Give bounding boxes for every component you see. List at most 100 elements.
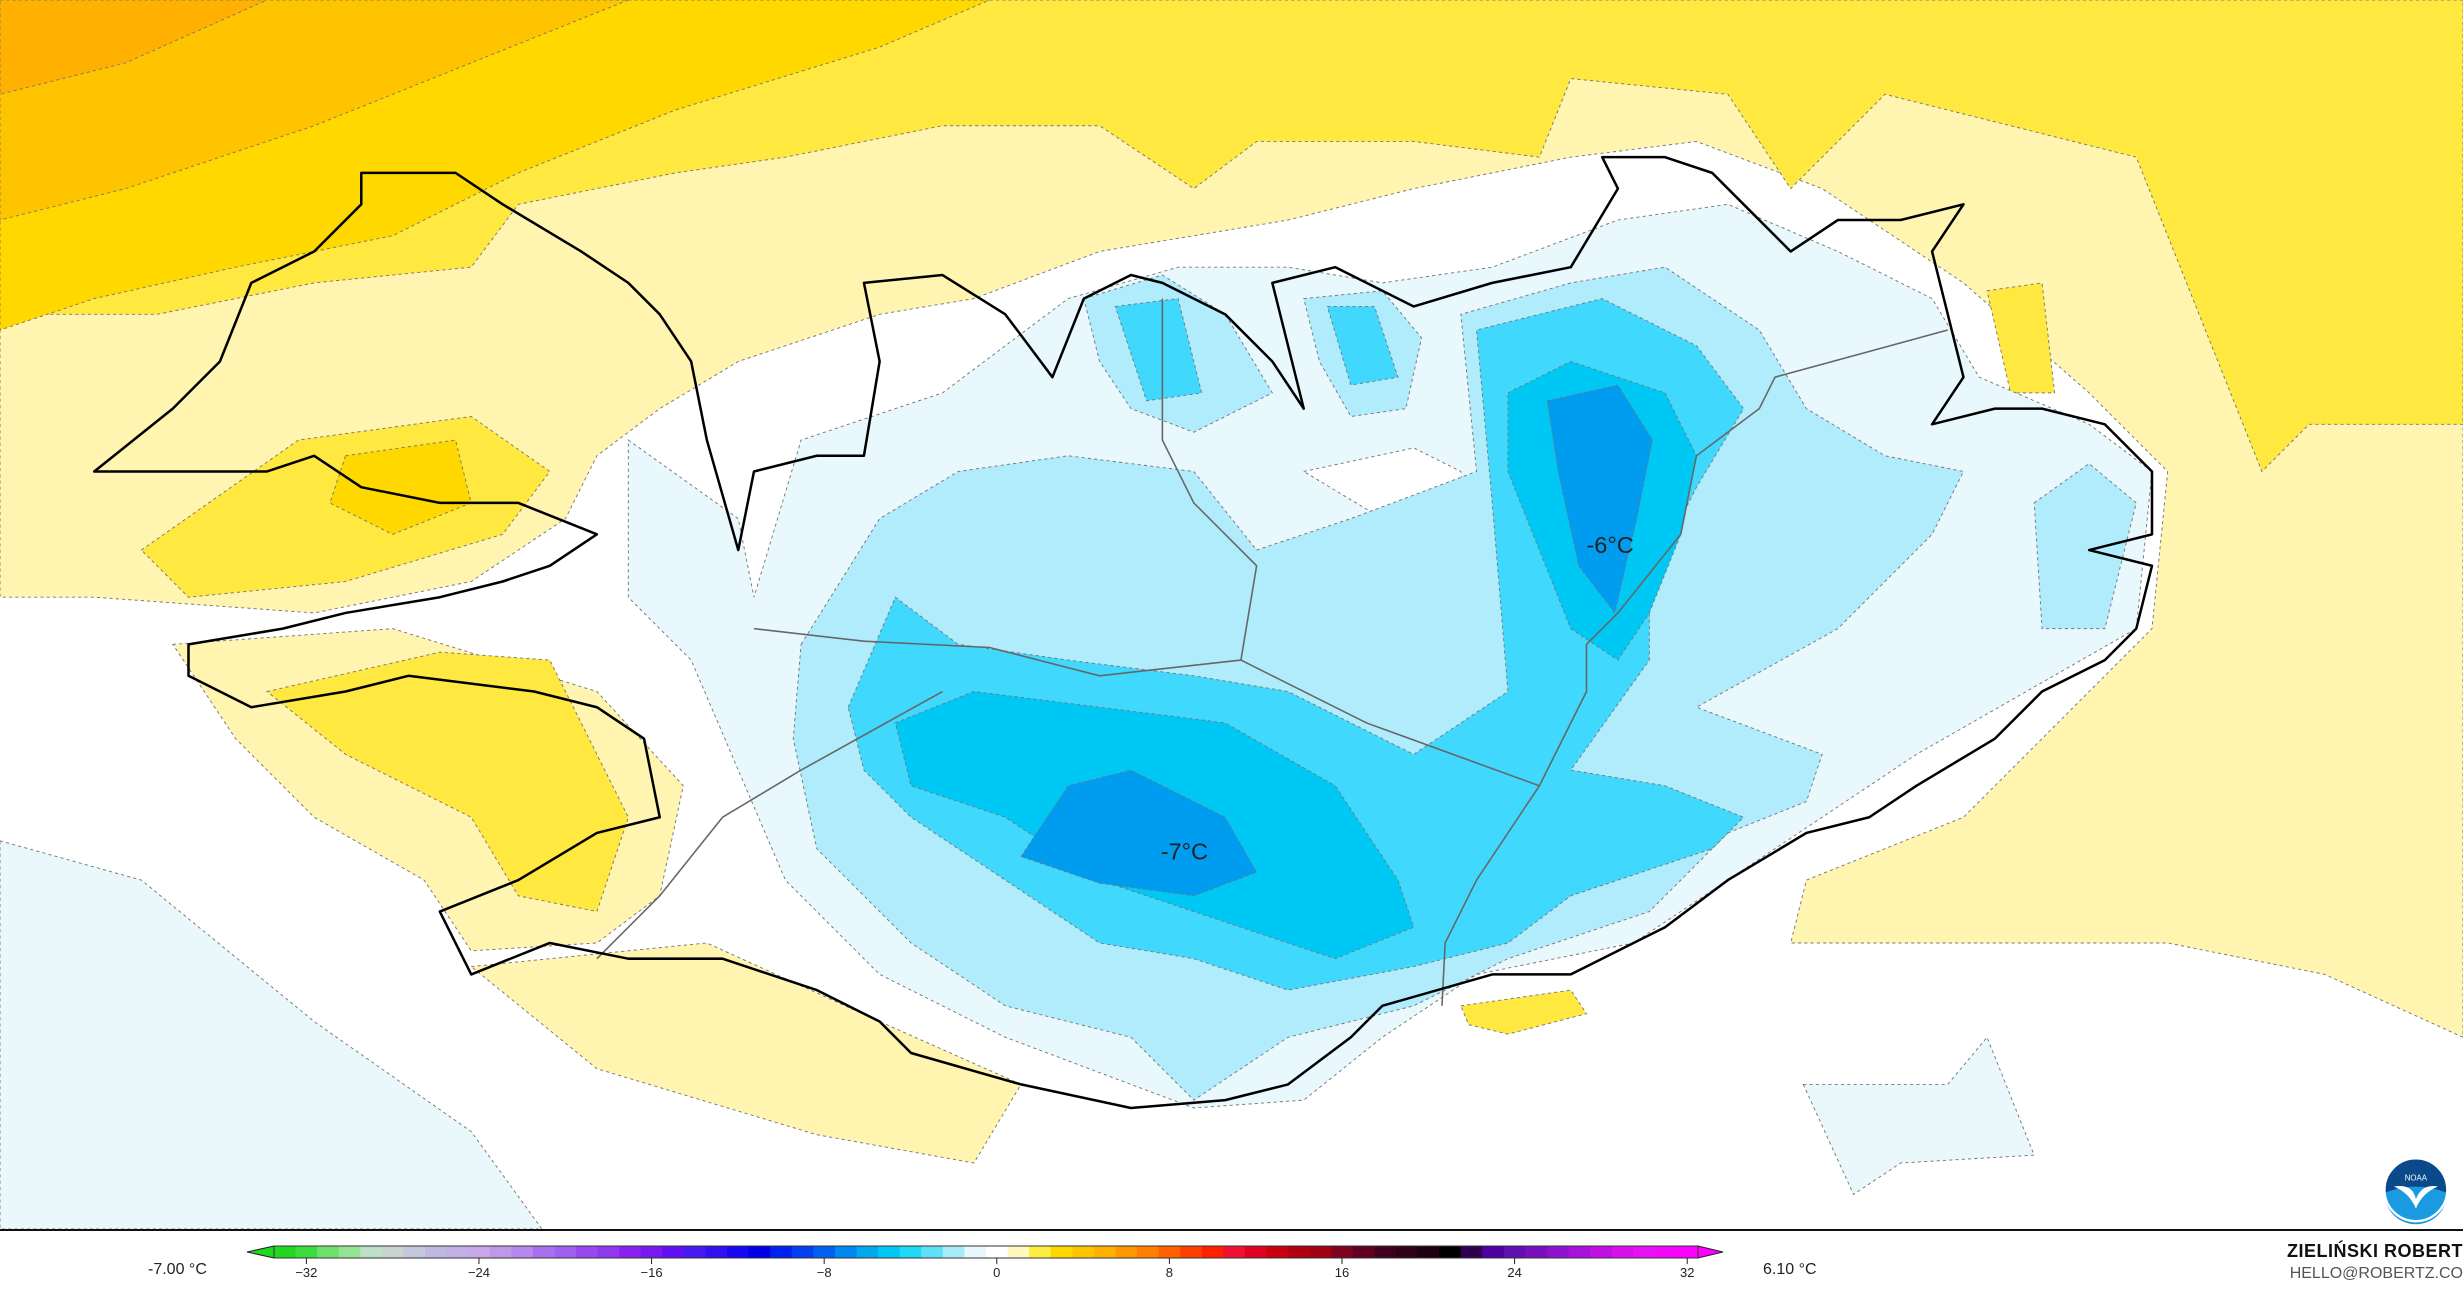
colorbar-segment (317, 1246, 340, 1258)
colorbar-tick-label: −16 (641, 1265, 663, 1280)
colorbar-extend-max (1697, 1245, 1724, 1259)
colorbar-segment (597, 1246, 620, 1258)
colorbar-segment (446, 1246, 469, 1258)
colorbar-segment (770, 1246, 793, 1258)
colorbar-segment (1201, 1246, 1224, 1258)
colorbar-segment (683, 1246, 707, 1258)
colorbar: −32 −24 −16 −8 0 8 16 24 32 (246, 1245, 1724, 1280)
contour-blue-ne (1546, 384, 1653, 615)
colorbar-segment (1590, 1246, 1613, 1258)
colorbar-segment (813, 1246, 836, 1258)
contour-orange (0, 0, 629, 221)
colorbar-segment (1395, 1246, 1419, 1258)
colorbar-segment (619, 1246, 642, 1258)
svg-text:NOAA: NOAA (2405, 1173, 2428, 1182)
colorbar-segment (1180, 1246, 1203, 1258)
author-email: HELLO@ROBERTZ.CO (2289, 1265, 2463, 1282)
colorbar-segment (1137, 1246, 1160, 1258)
colorbar-segment (878, 1246, 901, 1258)
colorbar-segment (986, 1246, 1009, 1258)
colorbar-segment (403, 1246, 426, 1258)
colorbar-segment (576, 1246, 599, 1258)
colorbar-segment (1244, 1246, 1267, 1258)
colorbar-segment (1633, 1246, 1656, 1258)
contour-orange-dark (0, 0, 268, 95)
colorbar-segment (705, 1246, 728, 1258)
contour-cyan-north (1114, 298, 1203, 402)
colorbar-segment (1460, 1246, 1483, 1258)
colorbar-segment (468, 1246, 491, 1258)
colorbar-segment (1050, 1246, 1073, 1258)
legend-footer: −32 −24 −16 −8 0 8 16 24 32 -7.00 °C 6.10 °C ZIE… (0, 1229, 2463, 1289)
colorbar-segment (1611, 1246, 1634, 1258)
colorbar-segment (425, 1246, 448, 1258)
colorbar-segment (511, 1246, 534, 1258)
colorbar-extend-min (246, 1245, 275, 1259)
colorbar-segment (964, 1246, 987, 1258)
colorbar-segment (1115, 1246, 1138, 1258)
contour-blue (1020, 769, 1258, 897)
colorbar-segment (748, 1246, 771, 1258)
colorbar-segment (532, 1246, 555, 1258)
author-name: ZIELIŃSKI ROBERT (2286, 1241, 2463, 1261)
colorbar-segment (727, 1246, 750, 1258)
map-label-min-south: -7°C (1161, 839, 1208, 865)
colorbar-segment (1503, 1246, 1526, 1258)
colorbar-tick-label: 32 (1680, 1265, 1694, 1280)
colorbar-segment (921, 1246, 944, 1258)
colorbar-segment (856, 1246, 879, 1258)
colorbar-segment (295, 1246, 318, 1258)
max-value-label: 6.10 °C (1763, 1261, 1817, 1278)
colorbar-tick-label: −32 (295, 1265, 317, 1280)
colorbar-segment (1309, 1246, 1332, 1258)
contour-blue-light-east (2033, 463, 2137, 630)
contour-yellow-pale (0, 0, 2463, 1038)
colorbar-segment (1093, 1246, 1116, 1258)
credit: ZIELIŃSKI ROBERT HELLO@ROBERTZ.CO (2287, 1241, 2463, 1283)
colorbar-segment (1525, 1246, 1548, 1258)
min-value-label: -7.00 °C (148, 1261, 207, 1278)
colorbar-segment (1568, 1246, 1591, 1258)
colorbar-segment (274, 1246, 297, 1258)
region-border-2 (1161, 298, 1258, 661)
colorbar-tick-label: 0 (993, 1265, 1000, 1280)
colorbar-tick-label: 16 (1335, 1265, 1349, 1280)
colorbar-segment (1288, 1246, 1311, 1258)
contour-yellow-dark-west (329, 439, 472, 535)
contour-yellow-west2 (265, 651, 629, 913)
colorbar-segment (1482, 1246, 1505, 1258)
colorbar-segment (1439, 1246, 1462, 1258)
colorbar-segment (942, 1246, 965, 1258)
colorbar-segment (791, 1246, 814, 1258)
colorbar-segment (1654, 1246, 1677, 1258)
colorbar-segment (1374, 1246, 1397, 1258)
colorbar-segment (1158, 1246, 1181, 1258)
colorbar-segment (1352, 1246, 1375, 1258)
colorbar-segment (1007, 1246, 1030, 1258)
colorbar-segment (554, 1246, 577, 1258)
colorbar-segment (1417, 1246, 1440, 1258)
contour-blue-pale-se (1802, 1036, 2035, 1196)
iceland-coastline (92, 155, 2154, 1110)
colorbar-segment (1546, 1246, 1570, 1258)
colorbar-segment (489, 1246, 512, 1258)
colorbar-tick-label: −8 (817, 1265, 832, 1280)
colorbar-tick-label: 8 (1166, 1265, 1173, 1280)
colorbar-segment (834, 1246, 858, 1258)
colorbar-segment (899, 1246, 922, 1258)
temperature-map: -6°C -7°C NOAA (0, 0, 2463, 1229)
contour-blue-pale-sw (0, 840, 543, 1229)
contour-yellow-south (1460, 989, 1588, 1035)
colorbar-segment (1266, 1246, 1289, 1258)
region-border-4 (1441, 785, 1541, 1006)
colorbar-tick-label: −24 (468, 1265, 490, 1280)
colorbar-segment (640, 1246, 663, 1258)
colorbar-segment (338, 1246, 361, 1258)
colorbar-segment (1331, 1246, 1354, 1258)
colorbar-segment (662, 1246, 685, 1258)
noaa-logo: NOAA (2383, 1157, 2449, 1225)
contour-yellow-pale-south (470, 942, 1022, 1164)
region-border-3 (596, 690, 943, 960)
colorbar-segment (1072, 1246, 1095, 1258)
map-label-min-ne: -6°C (1586, 532, 1633, 558)
